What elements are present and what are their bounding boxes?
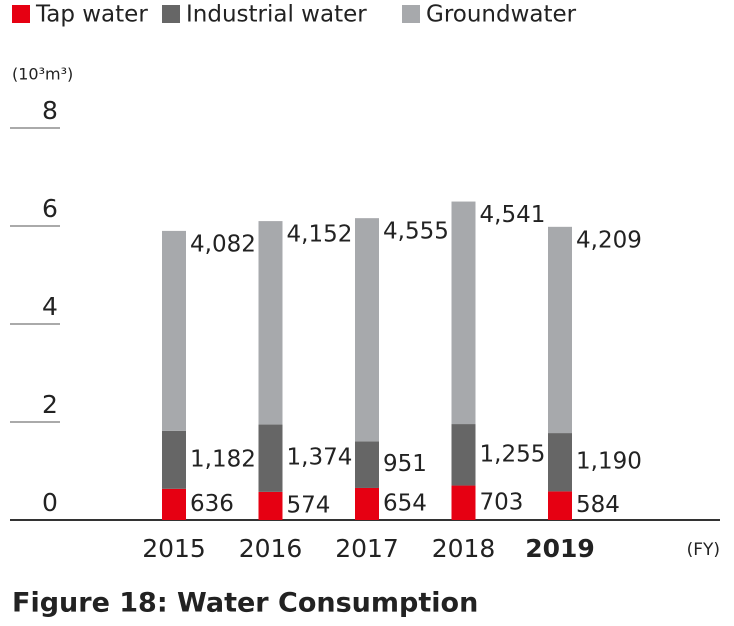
- bar-segment: [162, 430, 186, 489]
- bar-segment: [548, 491, 572, 520]
- bar-segment: [162, 230, 186, 431]
- data-label: 1,190: [576, 449, 642, 475]
- data-label: 1,374: [287, 445, 353, 471]
- bar-segment: [548, 433, 572, 492]
- data-label: 4,152: [287, 222, 353, 248]
- bar-segment: [451, 424, 476, 486]
- x-tick-label: 2019: [525, 534, 595, 563]
- x-unit: (FY): [687, 540, 720, 560]
- bar-segment: [355, 218, 379, 442]
- y-tick-label: 0: [42, 488, 58, 517]
- bar-segment: [451, 485, 476, 520]
- bar-segment: [355, 487, 379, 520]
- data-label: 4,555: [383, 219, 449, 245]
- bar-segment: [258, 221, 283, 425]
- bar-segment: [355, 441, 379, 488]
- bar-segment: [258, 491, 283, 520]
- y-tick-label: 4: [42, 292, 58, 321]
- data-label: 4,082: [190, 231, 256, 257]
- y-tick-label: 8: [42, 96, 58, 125]
- y-tick-label: 6: [42, 194, 58, 223]
- data-label: 636: [190, 491, 234, 517]
- data-label: 584: [576, 492, 620, 518]
- data-label: 703: [480, 489, 524, 515]
- bar-segment: [548, 226, 572, 434]
- bar-segment: [451, 201, 476, 425]
- bar-segment: [258, 424, 283, 492]
- legend-swatch: [402, 5, 420, 23]
- bar-segment: [162, 488, 186, 520]
- chart-title: Figure 18: Water Consumption: [12, 588, 478, 619]
- data-label: 951: [383, 451, 427, 477]
- legend-label: Groundwater: [426, 2, 577, 28]
- legend-label: Industrial water: [186, 2, 367, 28]
- data-label: 1,182: [190, 446, 256, 472]
- data-label: 574: [287, 492, 331, 518]
- data-label: 1,255: [480, 441, 546, 467]
- legend-label: Tap water: [35, 2, 148, 28]
- legend-swatch: [12, 5, 30, 23]
- data-label: 4,541: [480, 202, 546, 228]
- x-tick-label: 2018: [432, 534, 496, 563]
- x-tick-label: 2017: [335, 534, 399, 563]
- data-label: 4,209: [576, 227, 642, 253]
- legend-swatch: [162, 5, 180, 23]
- y-tick-label: 2: [42, 390, 58, 419]
- x-tick-label: 2015: [142, 534, 206, 563]
- y-unit: (10³m³): [12, 65, 73, 84]
- data-label: 654: [383, 490, 427, 516]
- x-tick-label: 2016: [239, 534, 303, 563]
